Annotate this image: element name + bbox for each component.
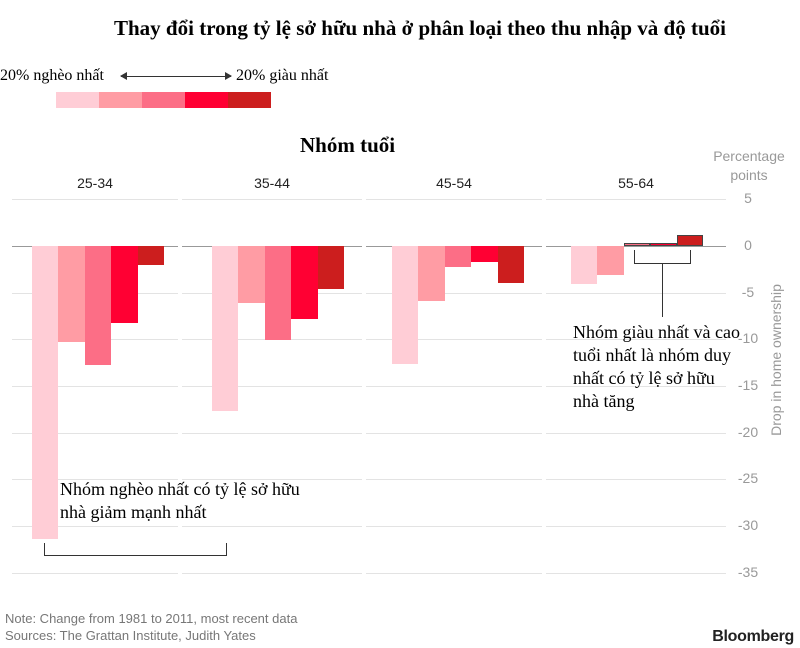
legend-left-label: 20% nghèo nhất <box>0 67 104 84</box>
gridline <box>546 199 726 200</box>
gridline <box>12 526 178 527</box>
bar-35-44-q4 <box>291 246 318 319</box>
group-label-45-54: 45-54 <box>436 175 472 191</box>
zero-line <box>546 246 726 247</box>
gridline <box>366 526 542 527</box>
legend-swatch-1 <box>56 92 99 108</box>
gridline <box>12 433 178 434</box>
y-axis-title-line1: Percentage <box>713 148 785 164</box>
gridline <box>546 573 726 574</box>
y-tick-label: -10 <box>737 330 759 346</box>
bar-25-34-q2 <box>58 246 85 343</box>
bar-35-44-q1 <box>212 246 239 412</box>
gridline <box>546 526 726 527</box>
bar-55-64-q5 <box>676 234 703 246</box>
gridline <box>546 386 726 387</box>
bar-25-34-q3 <box>84 246 112 366</box>
bar-25-34-q5 <box>137 246 164 265</box>
y-axis-title-line2: points <box>730 167 768 183</box>
bar-45-54-q2 <box>418 246 445 302</box>
legend-swatch-4 <box>185 92 228 108</box>
gridline <box>12 199 178 200</box>
y-tick-label: -20 <box>737 424 759 440</box>
gridline <box>12 573 178 574</box>
y-tick-label: 5 <box>744 190 752 206</box>
gridline <box>546 339 726 340</box>
gridline <box>182 386 362 387</box>
gridline <box>182 199 362 200</box>
bar-35-44-q5 <box>317 246 344 289</box>
gridline <box>366 433 542 434</box>
gridline <box>546 433 726 434</box>
group-label-25-34: 25-34 <box>77 175 113 191</box>
group-label-55-64: 55-64 <box>618 175 654 191</box>
legend-swatch-3 <box>142 92 185 108</box>
bar-45-54-q1 <box>392 246 419 365</box>
bar-55-64-q3 <box>623 243 651 246</box>
gridline <box>182 433 362 434</box>
bar-25-34-q4 <box>111 246 138 323</box>
y-tick-label: -30 <box>737 517 759 533</box>
footer-sources: Sources: The Grattan Institute, Judith Y… <box>5 628 256 643</box>
y-tick-label: -35 <box>737 564 759 580</box>
annotation-bracket-richest <box>634 250 691 264</box>
bloomberg-logo: Bloomberg <box>712 628 794 645</box>
y-tick-label: -25 <box>737 470 759 486</box>
annotation-poorest: Nhóm nghèo nhất có tỷ lệ sở hữu nhà giảm… <box>60 479 300 522</box>
group-label-35-44: 35-44 <box>254 175 290 191</box>
chart-title: Thay đổi trong tỷ lệ sở hữu nhà ở phân l… <box>114 16 726 40</box>
gridline <box>366 386 542 387</box>
bar-35-44-q2 <box>238 246 265 303</box>
gridline <box>366 573 542 574</box>
bar-35-44-q3 <box>264 246 292 341</box>
y-axis-label: Drop in home ownership <box>768 284 784 436</box>
bar-55-64-q4 <box>650 243 677 246</box>
bar-55-64-q2 <box>597 246 624 275</box>
gridline <box>546 293 726 294</box>
y-axis-title: Percentage points <box>704 147 794 185</box>
gridline <box>182 479 362 480</box>
gridline <box>12 386 178 387</box>
legend-swatch-2 <box>99 92 142 108</box>
legend-swatch-5 <box>228 92 271 108</box>
gridline <box>12 479 178 480</box>
y-tick-label: -5 <box>741 284 755 300</box>
gridline <box>366 199 542 200</box>
legend-right-label: 20% giàu nhất <box>236 67 329 84</box>
gridline <box>546 479 726 480</box>
chart-subtitle: Nhóm tuổi <box>300 133 396 157</box>
double-arrow-icon <box>120 72 232 80</box>
y-tick-label: 0 <box>744 237 752 253</box>
bar-25-34-q1 <box>32 246 59 539</box>
annotation-richest: Nhóm giàu nhất và cao tuổi nhất là nhóm … <box>573 322 740 411</box>
y-tick-label: -15 <box>737 377 759 393</box>
footer-note: Note: Change from 1981 to 2011, most rec… <box>5 611 298 626</box>
bar-45-54-q3 <box>444 246 472 267</box>
gridline <box>182 573 362 574</box>
bar-45-54-q5 <box>497 246 524 284</box>
gridline <box>366 479 542 480</box>
legend-swatches <box>56 92 271 108</box>
bar-45-54-q4 <box>471 246 498 262</box>
annotation-leader-line <box>662 263 663 317</box>
gridline <box>366 293 542 294</box>
bar-55-64-q1 <box>571 246 598 285</box>
gridline <box>366 339 542 340</box>
gridline <box>182 526 362 527</box>
annotation-bracket-poorest <box>44 543 227 556</box>
